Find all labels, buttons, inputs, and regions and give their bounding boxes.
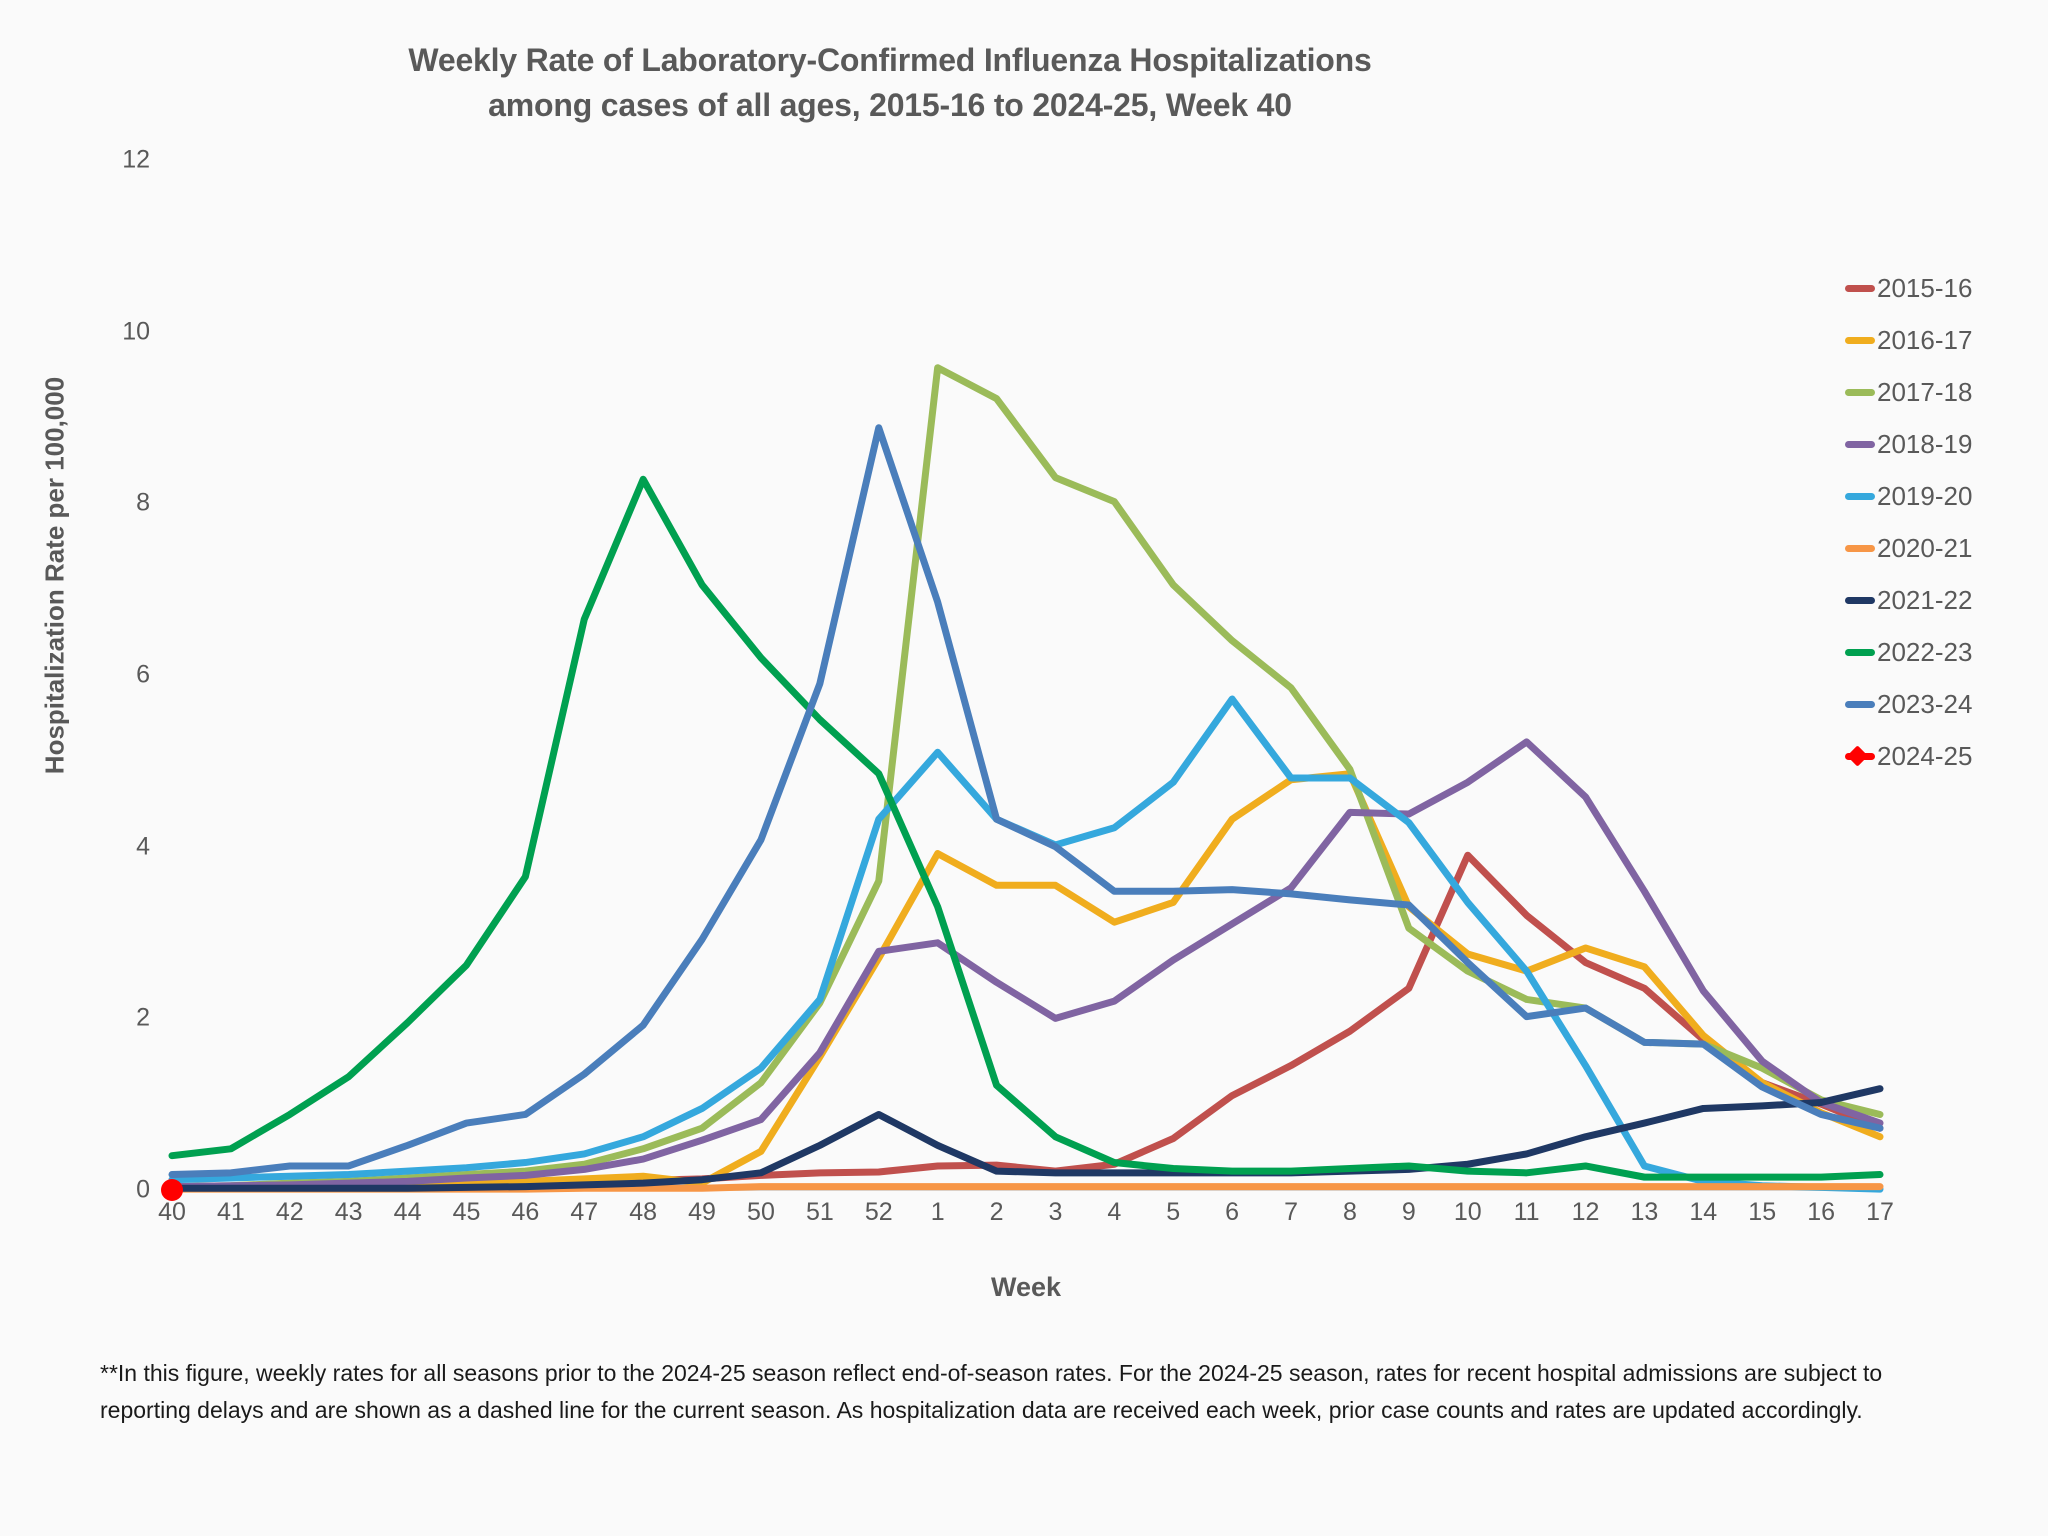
x-tick-label: 51	[805, 1198, 834, 1226]
legend-item-2020-21[interactable]: 2020-21	[1845, 522, 2045, 574]
x-tick-label: 16	[1807, 1198, 1835, 1226]
y-tick-label: 0	[136, 1175, 150, 1204]
legend-item-2016-17[interactable]: 2016-17	[1845, 314, 2045, 366]
chart-title-line-2: among cases of all ages, 2015-16 to 2024…	[488, 87, 1292, 124]
y-tick-label: 2	[136, 1003, 150, 1032]
chart-title-line-1: Weekly Rate of Laboratory-Confirmed Infl…	[408, 42, 1372, 78]
x-tick-label: 50	[747, 1198, 775, 1226]
series-line-2018-19	[168, 738, 1884, 1191]
x-tick-label: 52	[864, 1198, 893, 1226]
legend-item-2021-22[interactable]: 2021-22	[1845, 574, 2045, 626]
legend-swatch-icon	[1845, 336, 1875, 344]
series-line-2022-23	[168, 475, 1884, 1181]
x-tick-label: 49	[688, 1198, 716, 1226]
legend-label: 2020-21	[1877, 532, 1973, 563]
y-tick-label: 12	[122, 145, 150, 174]
x-tick-label: 1	[930, 1198, 945, 1226]
x-tick-label: 15	[1748, 1198, 1777, 1226]
series-marker-2024-25	[161, 1179, 183, 1201]
x-tick-label: 4	[1107, 1198, 1122, 1226]
x-tick-label: 7	[1284, 1198, 1298, 1226]
y-tick-label: 8	[136, 488, 150, 517]
legend-item-2024-25[interactable]: 2024-25	[1845, 730, 2045, 782]
x-axis-title: Week	[990, 1272, 1062, 1302]
x-axis: 40 41 42 43 44 45 46 47 48 49 50 51 52 1 2 3 4 5 6 7 8 9 10 11 1…	[158, 1198, 1894, 1248]
y-axis: 0 2 4 6 8 10 12	[80, 146, 150, 1204]
x-tick-label: 45	[452, 1198, 481, 1226]
x-tick-label: 9	[1401, 1198, 1416, 1226]
x-tick-label: 13	[1630, 1198, 1659, 1226]
legend-item-2017-18[interactable]: 2017-18	[1845, 366, 2045, 418]
x-tick-label: 41	[216, 1198, 245, 1226]
x-tick-label: 47	[570, 1198, 599, 1226]
y-tick-label: 4	[136, 832, 150, 861]
legend-swatch-icon	[1845, 440, 1875, 448]
y-tick-label: 10	[122, 317, 150, 346]
series-line-2016-17	[168, 770, 1884, 1192]
series-line-2017-18	[168, 364, 1884, 1191]
x-tick-label: 40	[158, 1198, 186, 1226]
x-tick-label: 43	[334, 1198, 363, 1226]
legend-label: 2024-25	[1877, 740, 1973, 771]
legend-item-2015-16[interactable]: 2015-16	[1845, 262, 2045, 314]
y-axis-title: Hospitalization Rate per 100,000	[39, 376, 70, 775]
x-tick-label: 11	[1513, 1198, 1540, 1226]
legend-label: 2023-24	[1877, 688, 1973, 719]
x-tick-label: 42	[275, 1198, 304, 1226]
chart-footnote: **In this figure, weekly rates for all s…	[100, 1360, 1883, 1424]
legend-label: 2019-20	[1877, 480, 1973, 511]
x-tick-label: 48	[629, 1198, 658, 1226]
x-tick-label: 46	[511, 1198, 540, 1226]
legend-swatch-icon	[1845, 596, 1875, 604]
x-tick-label: 6	[1225, 1198, 1240, 1226]
legend-swatch-icon	[1845, 752, 1875, 760]
legend-label: 2018-19	[1877, 428, 1973, 459]
x-tick-label: 10	[1453, 1198, 1482, 1226]
legend-label: 2016-17	[1877, 324, 1973, 355]
x-tick-label: 44	[393, 1198, 422, 1226]
legend-swatch-icon	[1845, 648, 1875, 656]
series-line-2021-22	[168, 1085, 1884, 1192]
legend-label: 2015-16	[1877, 272, 1973, 303]
x-tick-label: 12	[1571, 1198, 1600, 1226]
legend-item-2018-19[interactable]: 2018-19	[1845, 418, 2045, 470]
x-tick-label: 5	[1166, 1198, 1181, 1226]
legend: 2015-16 2016-17 2017-18 2018-19 2019-20 2020-…	[1845, 262, 2045, 782]
legend-label: 2022-23	[1877, 636, 1973, 667]
legend-item-2022-23[interactable]: 2022-23	[1845, 626, 2045, 678]
legend-item-2023-24[interactable]: 2023-24	[1845, 678, 2045, 730]
legend-swatch-icon	[1845, 492, 1875, 500]
legend-swatch-icon	[1845, 284, 1875, 292]
legend-swatch-icon	[1845, 700, 1875, 708]
x-tick-label: 8	[1342, 1198, 1357, 1226]
x-tick-label: 3	[1048, 1198, 1063, 1226]
legend-swatch-icon	[1845, 544, 1875, 552]
x-tick-label: 2	[989, 1198, 1004, 1226]
legend-item-2019-20[interactable]: 2019-20	[1845, 470, 2045, 522]
legend-label: 2017-18	[1877, 376, 1973, 407]
x-tick-label: 17	[1866, 1198, 1894, 1226]
legend-label: 2021-22	[1877, 584, 1973, 615]
series-line-2023-24	[168, 424, 1884, 1179]
series-lines	[161, 364, 1884, 1201]
plot-area	[161, 160, 1884, 1201]
y-tick-label: 6	[136, 660, 150, 689]
chart-title: Weekly Rate of Laboratory-Confirmed Infl…	[0, 38, 1780, 129]
legend-swatch-icon	[1845, 388, 1875, 396]
x-tick-label: 14	[1689, 1198, 1718, 1226]
